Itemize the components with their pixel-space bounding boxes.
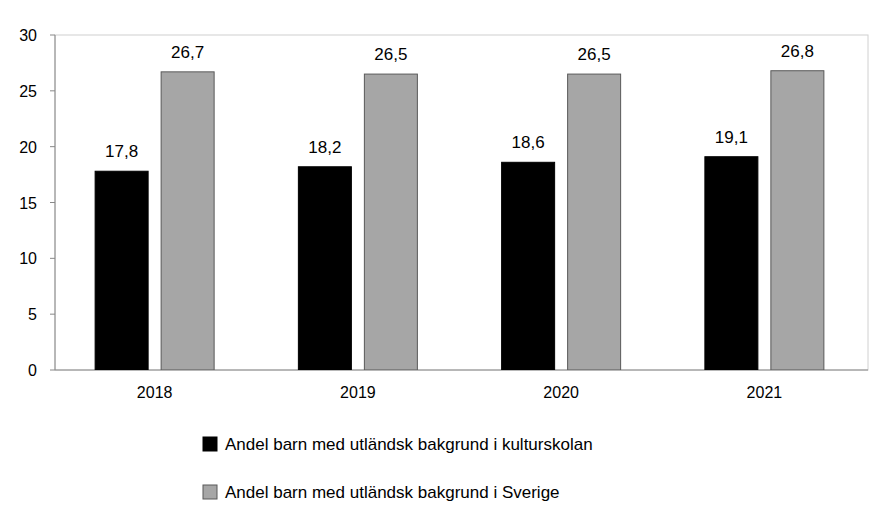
y-tick-label: 5 xyxy=(28,306,37,323)
data-label: 17,8 xyxy=(105,142,138,161)
legend: Andel barn med utländsk bakgrund i kultu… xyxy=(203,435,593,502)
x-tick-label: 2020 xyxy=(543,384,579,401)
data-label: 18,2 xyxy=(308,138,341,157)
bar xyxy=(161,72,214,370)
legend-label: Andel barn med utländsk bakgrund i Sveri… xyxy=(225,483,560,502)
bar xyxy=(95,171,148,370)
data-label: 18,6 xyxy=(512,133,545,152)
y-tick-label: 0 xyxy=(28,362,37,379)
legend-key xyxy=(203,437,217,451)
y-tick xyxy=(50,202,55,203)
bars xyxy=(95,71,824,370)
x-tick-label: 2018 xyxy=(137,384,173,401)
chart-container: 0 5 10 15 20 25 30 17,8 26,7 18,2 26,5 18,6 26,5 19,1… xyxy=(0,0,873,524)
y-tick-label: 15 xyxy=(19,195,37,212)
data-labels: 17,8 26,7 18,2 26,5 18,6 26,5 19,1 26,8 xyxy=(105,42,814,162)
chart-svg: 0 5 10 15 20 25 30 17,8 26,7 18,2 26,5 18,6 26,5 19,1… xyxy=(0,0,873,524)
y-tick xyxy=(50,314,55,315)
data-label: 26,8 xyxy=(781,42,814,61)
x-tick-label: 2021 xyxy=(747,384,783,401)
y-tick xyxy=(50,90,55,91)
bar xyxy=(298,167,351,370)
y-tick xyxy=(50,35,55,36)
plot-frame xyxy=(55,35,868,370)
data-label: 26,5 xyxy=(374,45,407,64)
y-tick-label: 25 xyxy=(19,83,37,100)
y-tick-label: 20 xyxy=(19,139,37,156)
bar xyxy=(568,74,621,370)
y-tick xyxy=(50,258,55,259)
bar xyxy=(771,71,824,370)
y-tick-label: 10 xyxy=(19,250,37,267)
y-tick-label: 30 xyxy=(19,27,37,44)
bar xyxy=(705,157,758,370)
y-tick xyxy=(50,370,55,371)
data-label: 26,7 xyxy=(171,43,204,62)
bar xyxy=(502,162,555,370)
y-tick xyxy=(50,146,55,147)
bar xyxy=(364,74,417,370)
x-tick-label: 2019 xyxy=(340,384,376,401)
data-label: 26,5 xyxy=(578,45,611,64)
legend-key xyxy=(203,485,217,499)
data-label: 19,1 xyxy=(715,128,748,147)
legend-label: Andel barn med utländsk bakgrund i kultu… xyxy=(225,435,593,454)
